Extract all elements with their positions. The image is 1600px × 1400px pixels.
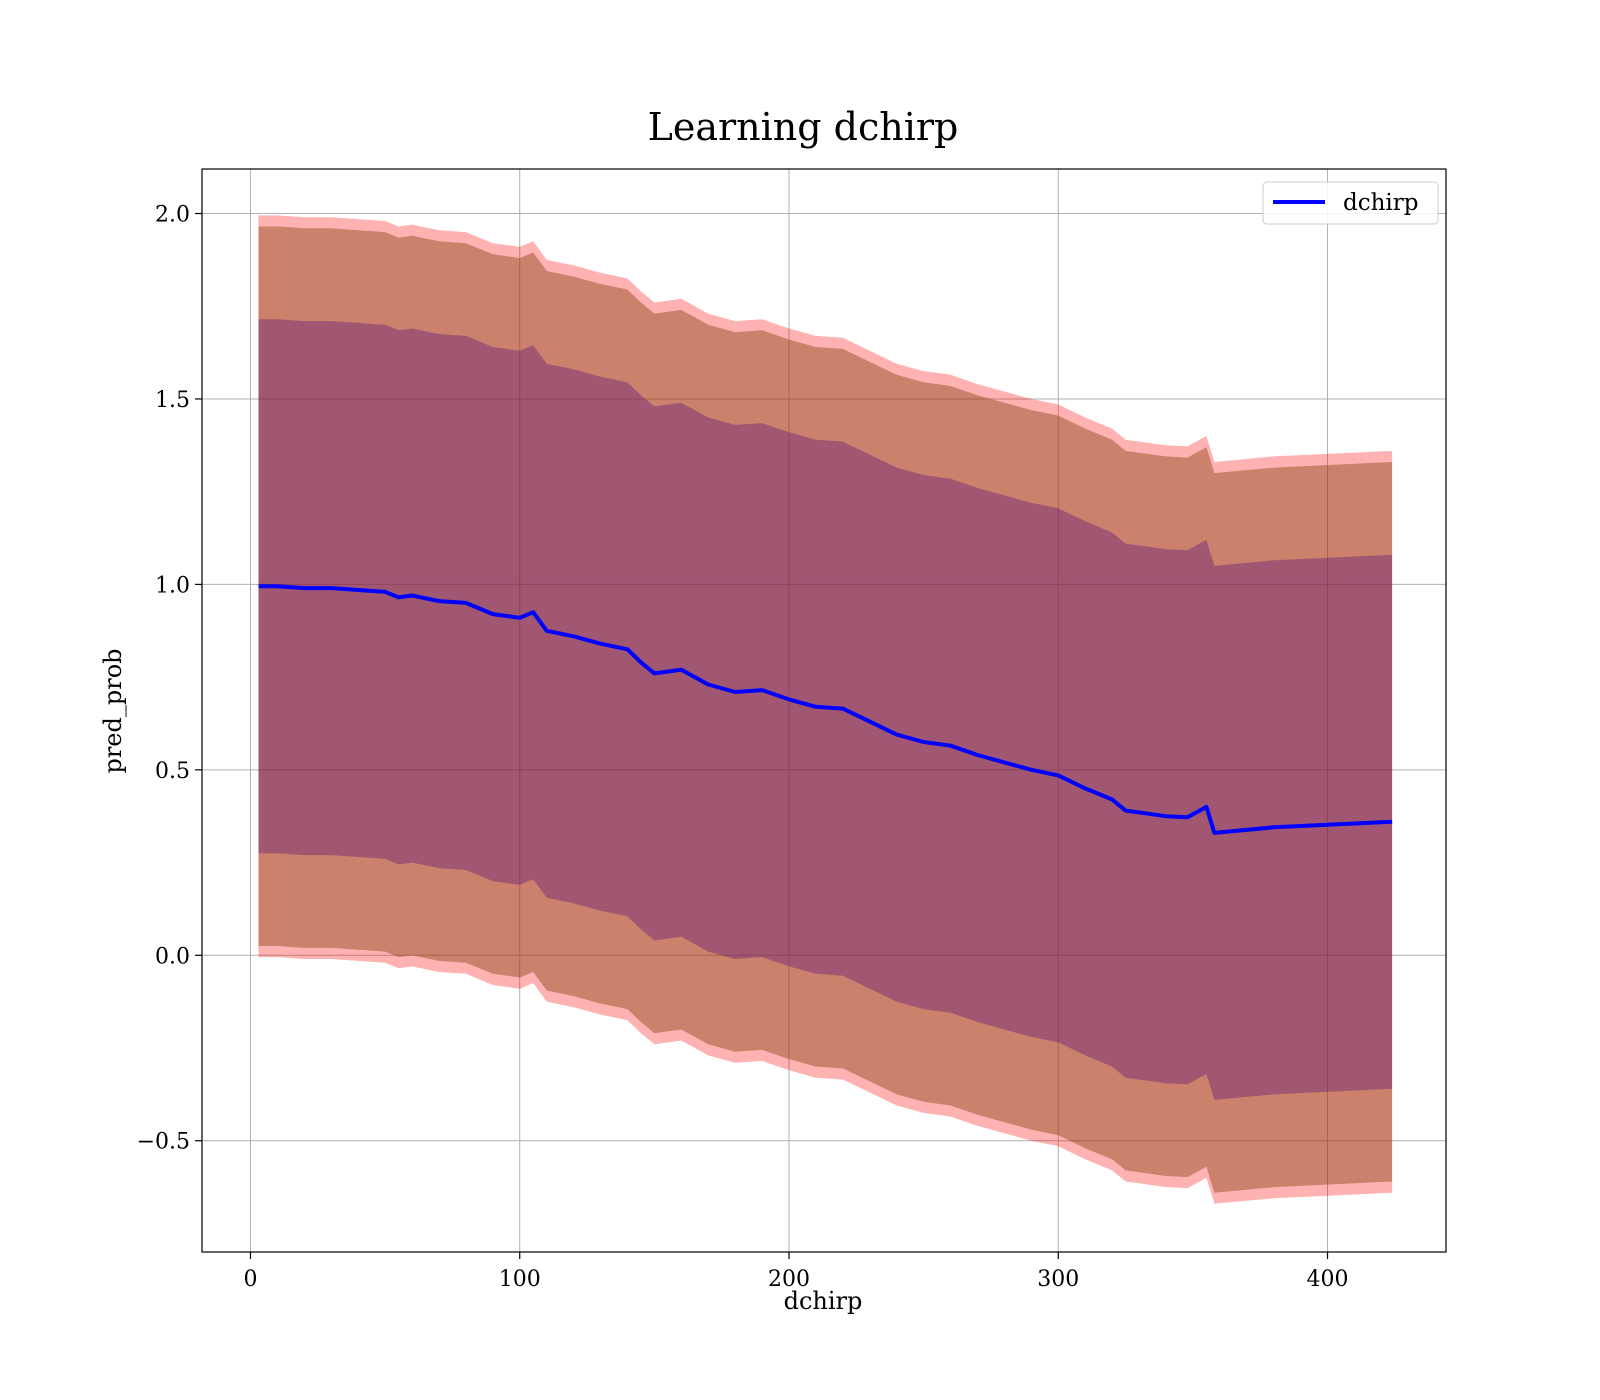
- legend-label: dchirp: [1343, 190, 1419, 216]
- series-line-dchirp: [258, 584, 1393, 835]
- y-tick-label: 1.0: [155, 573, 190, 598]
- legend-box: [1262, 181, 1439, 225]
- band-middle: [258, 226, 1393, 1193]
- y-tick-label: 2.0: [155, 203, 190, 228]
- axis-ticks: 0 100 200 300 400 −0.5 0.0 0.5 1.0 1.5 2.0: [137, 203, 1349, 1292]
- y-axis-label: pred_prob: [99, 648, 127, 773]
- legend: dchirp: [1262, 181, 1439, 225]
- x-tick-label: 300: [1037, 1267, 1079, 1292]
- y-tick-label: 1.5: [155, 388, 190, 413]
- plot-frame: [201, 168, 1447, 1253]
- bands: [258, 215, 1393, 1204]
- x-tick-label: 200: [768, 1267, 810, 1292]
- band-inner: [258, 319, 1393, 1100]
- y-tick-label: 0.5: [155, 759, 190, 784]
- grid: [202, 169, 1446, 1252]
- band-outer: [258, 215, 1393, 1204]
- series-lines: [258, 584, 1393, 835]
- x-tick-label: 100: [499, 1267, 541, 1292]
- y-tick-label: 0.0: [155, 944, 190, 969]
- x-tick-label: 400: [1307, 1267, 1349, 1292]
- chart-title: Learning dchirp: [648, 105, 959, 149]
- x-tick-label: 0: [243, 1267, 257, 1292]
- y-tick-label: −0.5: [137, 1130, 190, 1155]
- x-axis-label: dchirp: [784, 1287, 863, 1315]
